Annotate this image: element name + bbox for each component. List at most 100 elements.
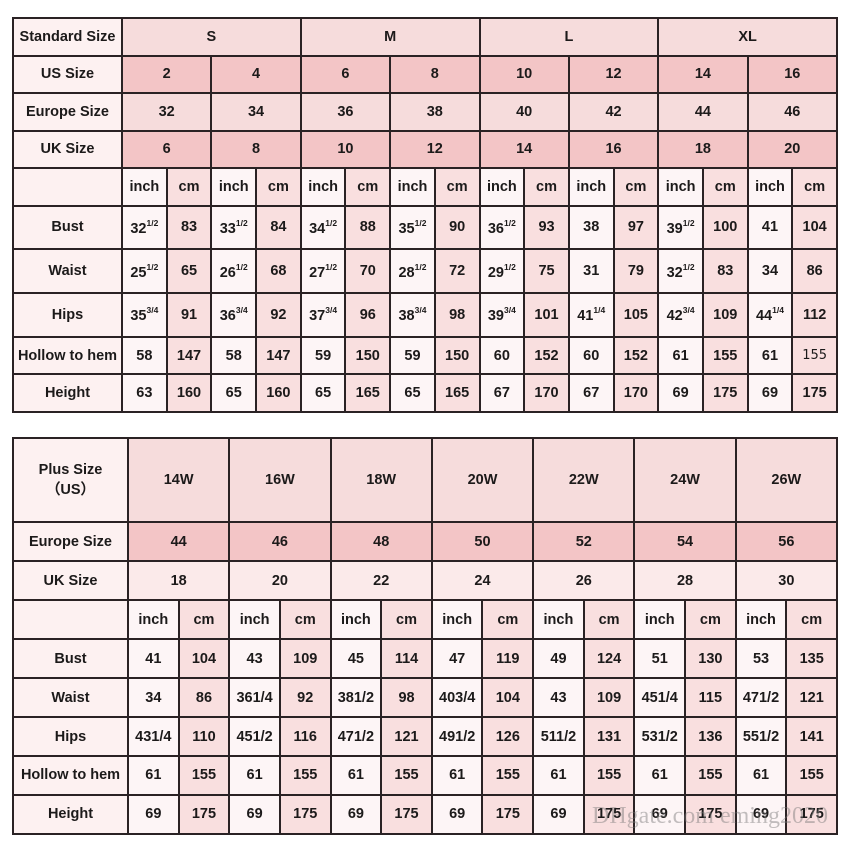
size-26w: 26W	[734, 436, 839, 524]
unit-cm: cm	[582, 599, 636, 641]
inch-value: 61	[430, 755, 484, 796]
value-fraction: 1/2	[235, 261, 248, 272]
standard-size-chart: Standard Size S M L XL US Size 2 4 6 8 10 12 14 16 Eur…	[12, 17, 839, 413]
unit-inch: inch	[657, 167, 704, 207]
cm-value: 104	[177, 638, 231, 680]
size-value: 10	[299, 129, 392, 170]
row-label: Hollow to hem	[12, 335, 123, 376]
size-value: 28	[633, 560, 737, 602]
inch-value: 353/4	[121, 292, 168, 338]
size-value: 22	[329, 560, 433, 602]
inch-value: 361/4	[228, 677, 281, 719]
inch-value: 251/2	[121, 248, 168, 295]
cm-value: 175	[791, 373, 838, 413]
cm-value: 136	[684, 716, 737, 758]
cm-value: 175	[701, 373, 749, 413]
cm-value: 165	[433, 373, 481, 413]
cm-value: 147	[255, 335, 302, 376]
inch-value: 53	[734, 638, 788, 680]
value-fraction: 1/2	[682, 261, 695, 272]
cm-value: 91	[165, 292, 213, 338]
row-label: Hips	[12, 716, 129, 758]
cm-value: 155	[582, 755, 636, 796]
inch-value: 321/2	[121, 204, 168, 251]
inch-value: 69	[329, 793, 383, 836]
cm-value: 152	[523, 335, 570, 376]
size-value: 12	[567, 54, 660, 95]
value-fraction: 1/2	[325, 261, 338, 272]
cm-value: 114	[380, 638, 433, 680]
inch-value: 471/2	[734, 677, 788, 719]
inch-value: 511/2	[532, 716, 585, 758]
inch-value: 271/2	[299, 248, 347, 295]
size-row-europe-size: Europe Size 32 34 36 38 40 42 44 46	[12, 92, 839, 132]
inch-value: 34	[127, 677, 180, 719]
cm-value: 155	[785, 755, 838, 796]
cm-value: 160	[255, 373, 302, 413]
unit-cm: cm	[791, 167, 838, 207]
value-whole: 27	[309, 264, 326, 281]
row-label: UK Size	[12, 129, 123, 170]
value-fraction: 3/4	[504, 305, 516, 316]
size-value: 38	[389, 92, 481, 132]
value-whole: 39	[666, 220, 683, 237]
cm-value: 84	[255, 204, 302, 251]
inch-value: 383/4	[389, 292, 436, 338]
size-value: 18	[657, 129, 749, 170]
inch-value: 69	[746, 373, 794, 413]
inch-value: 45	[329, 638, 383, 680]
inch-value: 60	[478, 335, 526, 376]
size-value: 42	[567, 92, 660, 132]
unit-cm: cm	[165, 167, 213, 207]
inch-value: 69	[430, 793, 484, 836]
size-row-us-size: US Size 2 4 6 8 10 12 14 16	[12, 54, 839, 95]
measurement-row-hollow-to-hem: Hollow to hem 61 155 61 155 61 155 61 155 61 155 61…	[12, 755, 838, 796]
inch-value: 393/4	[478, 292, 526, 338]
cm-value: 155	[278, 755, 332, 796]
measurement-row-hips: Hips 431/4 110 451/2 116 471/2 121 491/2 126 511/…	[12, 716, 838, 758]
cm-value: 116	[278, 716, 332, 758]
cm-value: 121	[785, 677, 838, 719]
inch-value: 61	[734, 755, 788, 796]
cm-value: 88	[344, 204, 392, 251]
value-fraction: 1/2	[414, 217, 427, 228]
value-fraction: 1/2	[146, 217, 159, 228]
header-row: Standard Size S M L XL	[12, 17, 838, 57]
cm-value: 155	[481, 755, 535, 796]
size-16w: 16W	[228, 436, 332, 524]
cm-value: 175	[684, 793, 737, 836]
inch-value: 69	[127, 793, 180, 836]
cm-value: 104	[791, 204, 838, 251]
value-whole: 25	[130, 264, 147, 281]
inch-value: 281/2	[389, 248, 436, 295]
unit-inch: inch	[532, 599, 585, 641]
inch-value: 59	[389, 335, 436, 376]
unit-row-label	[12, 167, 123, 207]
inch-value: 61	[532, 755, 585, 796]
cm-value: 90	[433, 204, 481, 251]
cm-value: 155	[380, 755, 433, 796]
value-fraction: 1/2	[414, 261, 427, 272]
cm-value: 98	[380, 677, 433, 719]
inch-value: 551/2	[734, 716, 788, 758]
cm-value: 93	[523, 204, 570, 251]
value-whole: 42	[666, 308, 683, 325]
size-value: 8	[210, 129, 302, 170]
cm-value: 79	[612, 248, 660, 295]
value-whole: 44	[755, 308, 773, 325]
measurement-row-height: Height 63 160 65 160 65 165 65 165 67 170 67 170 69 17…	[12, 373, 838, 413]
value-whole: 36	[487, 220, 504, 237]
unit-cm: cm	[684, 599, 737, 641]
unit-cm: cm	[612, 167, 660, 207]
size-22w: 22W	[532, 436, 636, 524]
inch-value: 58	[210, 335, 258, 376]
measurement-row-waist: Waist 251/2 65 261/2 68 271/2 70 281/2 72 291/2 75…	[12, 248, 838, 295]
unit-row: inch cm inch cm inch cm inch cm inch cm inch cm inch…	[12, 167, 838, 207]
row-label: Waist	[12, 677, 129, 719]
inch-value: 341/2	[299, 204, 347, 251]
header-row: Plus Size （US） 14W 16W 18W 20W 22W 24W 26W	[12, 436, 839, 524]
inch-value: 331/2	[210, 204, 258, 251]
header-label: Standard Size	[12, 17, 123, 57]
inch-value: 58	[121, 335, 168, 376]
cm-value: 86	[791, 248, 838, 295]
